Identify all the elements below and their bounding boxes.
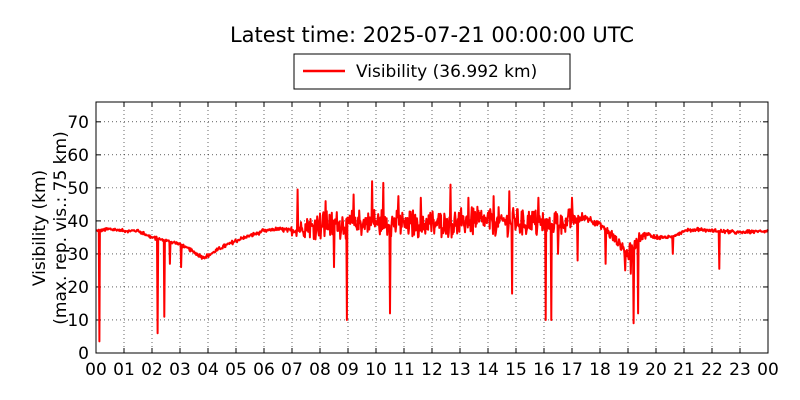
y-tick-label: 40	[67, 212, 89, 232]
y-axis-label: Visibility (km) (max. rep. vis.: 75 km)	[30, 131, 71, 324]
x-tick-label: 16	[533, 360, 555, 380]
plot-frame	[95, 101, 769, 354]
x-tick-label: 20	[645, 360, 667, 380]
x-tick-label: 13	[449, 360, 471, 380]
x-tick-label: 01	[113, 360, 135, 380]
x-tick-label: 03	[169, 360, 191, 380]
x-tick-label: 17	[561, 360, 583, 380]
chart-title: Latest time: 2025-07-21 00:00:00 UTC	[230, 23, 634, 47]
x-tick-label: 00	[85, 360, 107, 380]
x-tick-label: 05	[225, 360, 247, 380]
y-tick-label: 30	[67, 245, 89, 265]
x-tick-label: 12	[421, 360, 443, 380]
legend: Visibility (36.992 km)	[293, 53, 571, 90]
y-axis-ticks: 0 10 20 30 40 50 60 70	[67, 113, 768, 364]
x-tick-label: 19	[617, 360, 639, 380]
x-tick-label: 02	[141, 360, 163, 380]
y-axis-label-line1: Visibility (km)	[30, 170, 50, 286]
x-tick-label: 23	[729, 360, 751, 380]
x-tick-label: 08	[309, 360, 331, 380]
x-tick-label: 15	[505, 360, 527, 380]
y-axis-label-line2: (max. rep. vis.: 75 km)	[51, 131, 71, 324]
legend-label: Visibility (36.992 km)	[356, 62, 537, 82]
x-axis-ticks: 00 01 02 03 04 05 06 07 08 09 10 11 12 13 14 15 16 17 18 19…	[85, 102, 779, 380]
x-tick-label: 11	[393, 360, 415, 380]
y-tick-label: 0	[78, 344, 89, 364]
x-tick-label: 04	[197, 360, 219, 380]
x-tick-label: 14	[477, 360, 499, 380]
y-tick-label: 10	[67, 311, 89, 331]
x-tick-label: 22	[701, 360, 723, 380]
y-tick-label: 20	[67, 278, 89, 298]
x-tick-label: 10	[365, 360, 387, 380]
x-tick-label: 07	[281, 360, 303, 380]
x-tick-label: 18	[589, 360, 611, 380]
x-tick-label: 06	[253, 360, 275, 380]
x-tick-label: 21	[673, 360, 695, 380]
visibility-series-line	[95, 180, 769, 343]
x-tick-label: 00	[757, 360, 779, 380]
y-tick-label: 60	[67, 146, 89, 166]
x-tick-label: 09	[337, 360, 359, 380]
y-tick-label: 70	[67, 113, 89, 133]
y-tick-label: 50	[67, 179, 89, 199]
